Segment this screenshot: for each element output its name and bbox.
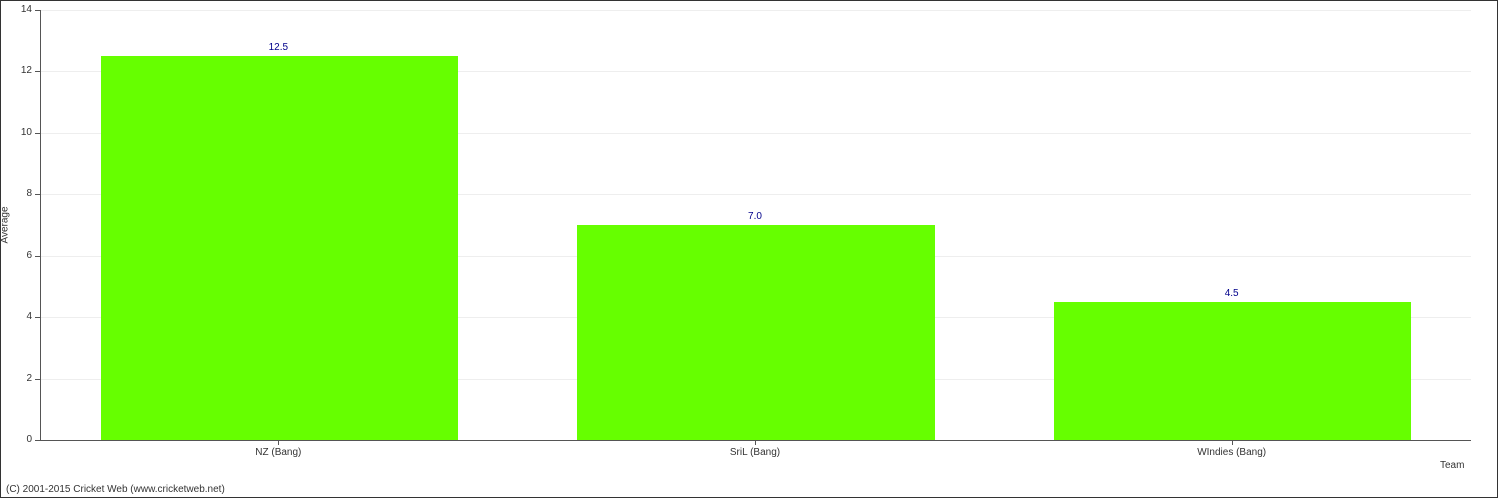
bar	[1054, 302, 1412, 440]
y-tick-label: 8	[10, 188, 32, 199]
y-tick	[35, 194, 40, 195]
y-tick-label: 4	[10, 311, 32, 322]
y-tick-label: 14	[10, 4, 32, 15]
y-axis-label: Average	[0, 206, 11, 243]
plot-area	[40, 10, 1471, 441]
bar	[101, 56, 459, 440]
x-tick-label: NZ (Bang)	[255, 447, 301, 458]
x-tick	[278, 440, 279, 445]
bar-value-label: 12.5	[269, 42, 288, 53]
bar-value-label: 7.0	[748, 211, 762, 222]
y-tick-label: 10	[10, 127, 32, 138]
y-tick	[35, 71, 40, 72]
x-axis-label: Team	[1440, 460, 1464, 471]
y-tick-label: 6	[10, 250, 32, 261]
y-tick	[35, 379, 40, 380]
y-tick-label: 2	[10, 373, 32, 384]
x-tick	[1232, 440, 1233, 445]
credit-text: (C) 2001-2015 Cricket Web (www.cricketwe…	[6, 484, 225, 495]
gridline	[41, 10, 1471, 11]
y-tick	[35, 440, 40, 441]
y-tick-label: 0	[10, 434, 32, 445]
y-tick-label: 12	[10, 65, 32, 76]
y-tick	[35, 133, 40, 134]
y-tick	[35, 317, 40, 318]
x-tick	[755, 440, 756, 445]
y-tick	[35, 256, 40, 257]
y-tick	[35, 10, 40, 11]
bar	[577, 225, 935, 440]
x-tick-label: WIndies (Bang)	[1197, 447, 1266, 458]
bar-value-label: 4.5	[1225, 288, 1239, 299]
x-tick-label: SriL (Bang)	[730, 447, 780, 458]
